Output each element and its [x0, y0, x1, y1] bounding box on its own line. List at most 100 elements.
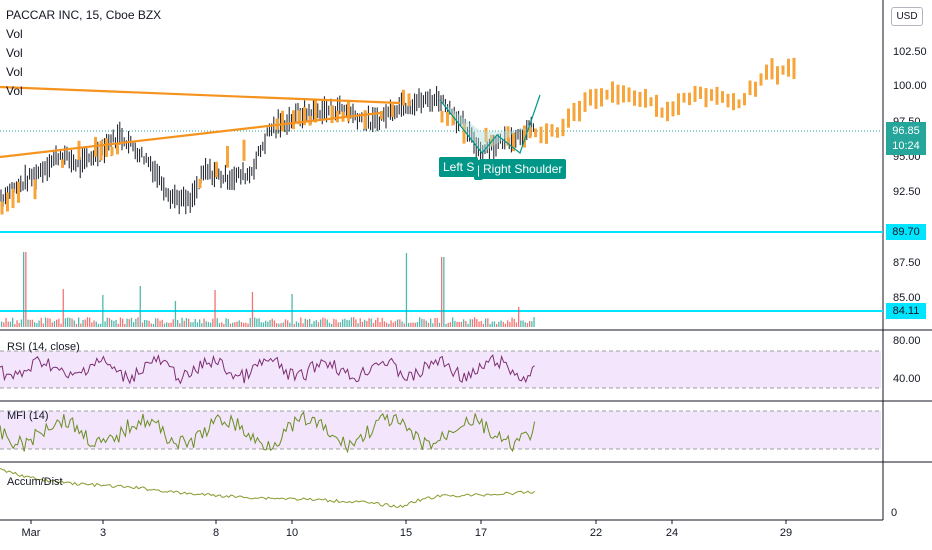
rsi-pane-label[interactable]: RSI (14, close)	[7, 341, 80, 353]
volume-bar	[27, 319, 29, 327]
volume-bar	[458, 321, 460, 327]
volume-bar	[210, 322, 212, 327]
volume-bar	[478, 321, 480, 327]
volume-bar	[84, 319, 86, 327]
rsi-tick: 40.00	[893, 373, 921, 385]
last-price-badge: 96.85 10:24	[886, 122, 926, 155]
volume-bar	[298, 322, 300, 327]
indicator-vol-2[interactable]: Vol	[6, 46, 23, 60]
price-tick: 87.50	[893, 257, 921, 269]
volume-bar	[7, 321, 9, 327]
volume-bar	[100, 323, 102, 327]
volume-bar	[388, 323, 390, 327]
accum-pane-label[interactable]: Accum/Dist	[7, 476, 63, 488]
volume-bar	[56, 319, 58, 327]
indicator-vol-3[interactable]: Vol	[6, 65, 23, 79]
volume-bar	[40, 317, 42, 327]
head-label[interactable]: |	[474, 160, 484, 180]
volume-bar	[47, 318, 49, 327]
volume-bar	[141, 322, 144, 327]
time-tick: 22	[589, 527, 603, 539]
volume-bar	[361, 321, 364, 327]
volume-bar	[115, 319, 117, 327]
volume-bar	[168, 322, 170, 327]
volume-bar	[144, 319, 146, 327]
last-price-value: 96.85	[892, 125, 920, 137]
rsi-line	[0, 354, 535, 385]
chart-header: PACCAR INC, 15, Cboe BZX Vol Vol Vol Vol	[6, 6, 161, 101]
level-badge-lower[interactable]: 84.11	[886, 303, 926, 319]
volume-bar	[157, 318, 159, 327]
volume-bar	[526, 323, 529, 327]
left-shoulder-label[interactable]: Left S	[439, 157, 479, 177]
volume-bar	[196, 322, 199, 327]
volume-bar	[355, 319, 357, 327]
volume-bar	[304, 318, 306, 327]
volume-bar	[399, 319, 401, 327]
volume-bar	[342, 319, 344, 327]
volume-bar	[502, 321, 504, 327]
pattern-fill	[440, 100, 530, 153]
volume-bar	[416, 322, 419, 327]
symbol-title[interactable]: PACCAR INC, 15, Cboe BZX	[6, 8, 162, 22]
volume-bar	[42, 323, 45, 327]
volume-bar	[377, 317, 379, 327]
volume-bar	[75, 323, 78, 327]
volume-bar	[78, 317, 80, 327]
volume-bar	[91, 322, 93, 327]
volume-bar	[339, 322, 342, 327]
volume-bar	[14, 323, 16, 327]
volume-bar	[412, 322, 414, 327]
volume-bar	[124, 323, 126, 327]
level-badge-upper[interactable]: 89.70	[886, 224, 926, 240]
volume-bar	[31, 319, 34, 327]
volume-bar	[302, 323, 304, 327]
volume-bar	[311, 323, 313, 327]
volume-bar	[467, 323, 469, 327]
volume-bar	[460, 321, 463, 327]
volume-bar	[130, 317, 133, 327]
volume-bar	[300, 317, 302, 327]
time-tick: 10	[285, 527, 299, 539]
volume-bar	[474, 317, 476, 327]
volume-bar	[201, 323, 203, 327]
volume-bar	[113, 321, 115, 327]
volume-bar	[174, 301, 177, 327]
indicator-vol-4[interactable]: Vol	[6, 84, 23, 98]
volume-bar	[359, 318, 361, 327]
volume-bar	[366, 321, 368, 327]
price-tick: 92.50	[893, 186, 921, 198]
volume-bar	[185, 318, 188, 327]
volume-bar	[247, 323, 249, 327]
volume-bar	[421, 318, 423, 327]
currency-button[interactable]: USD	[891, 7, 923, 26]
volume-bar	[188, 318, 190, 327]
volume-bar	[38, 320, 40, 327]
volume-bar	[452, 317, 454, 327]
volume-bar	[463, 319, 465, 327]
mfi-pane-label[interactable]: MFI (14)	[7, 410, 49, 422]
volume-bar	[212, 318, 214, 327]
trendline-lower	[0, 111, 381, 159]
volume-bar	[419, 317, 421, 327]
volume-bar	[443, 257, 445, 327]
volume-bar	[194, 319, 196, 327]
volume-bar	[375, 319, 377, 327]
right-shoulder-label[interactable]: Right Shoulder	[479, 159, 567, 179]
volume-bar	[104, 321, 106, 327]
volume-bar	[234, 322, 236, 327]
volume-bar	[150, 323, 152, 327]
volume-bar	[221, 322, 223, 327]
volume-bar	[135, 318, 137, 327]
rsi-band	[0, 351, 881, 388]
volume-bar	[531, 321, 533, 327]
volume-bar	[489, 323, 491, 327]
volume-bar	[69, 317, 71, 327]
volume-bar	[227, 319, 229, 327]
time-tick: 29	[779, 527, 793, 539]
volume-bar	[337, 322, 339, 327]
indicator-vol-1[interactable]: Vol	[6, 27, 23, 41]
volume-bar	[441, 257, 443, 327]
volume-bar	[394, 321, 397, 327]
